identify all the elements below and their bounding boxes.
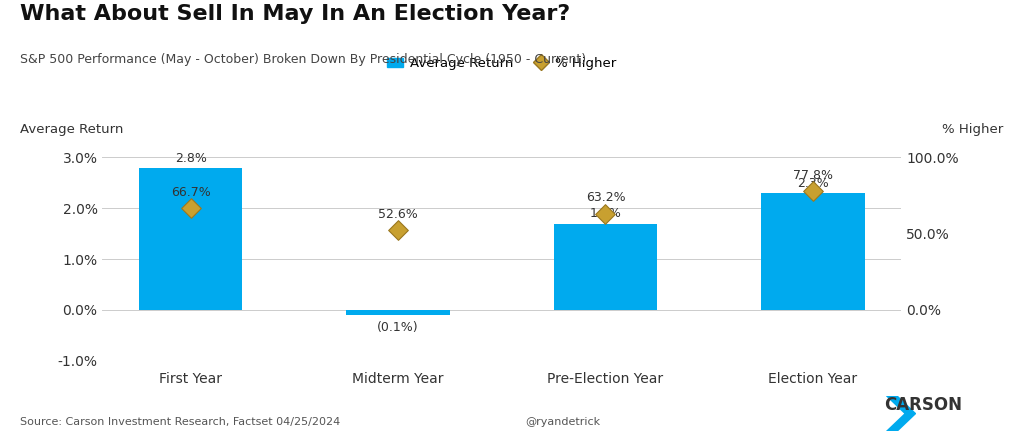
- Text: Source: Carson Investment Research, Factset 04/25/2024: Source: Carson Investment Research, Fact…: [20, 417, 341, 427]
- Text: S&P 500 Performance (May - October) Broken Down By Presidential Cycle (1950 - Cu: S&P 500 Performance (May - October) Brok…: [20, 53, 587, 66]
- Text: 1.7%: 1.7%: [590, 208, 622, 220]
- Text: Average Return: Average Return: [20, 123, 124, 136]
- Text: 52.6%: 52.6%: [378, 208, 418, 220]
- Text: CARSON: CARSON: [885, 396, 963, 414]
- Polygon shape: [886, 396, 916, 431]
- Bar: [138, 168, 243, 310]
- Bar: [554, 224, 657, 310]
- Text: 63.2%: 63.2%: [586, 191, 626, 205]
- Text: 66.7%: 66.7%: [171, 186, 211, 199]
- Point: [597, 210, 613, 217]
- Text: 77.8%: 77.8%: [793, 169, 833, 182]
- Text: What About Sell In May In An Election Year?: What About Sell In May In An Election Ye…: [20, 4, 570, 24]
- Text: % Higher: % Higher: [942, 123, 1004, 136]
- Text: @ryandetrick: @ryandetrick: [525, 417, 601, 427]
- Point: [805, 188, 821, 195]
- Text: 2.3%: 2.3%: [797, 177, 828, 190]
- Point: [182, 205, 199, 212]
- Bar: [761, 193, 865, 310]
- Legend: Average Return, % Higher: Average Return, % Higher: [382, 51, 622, 75]
- Text: 2.8%: 2.8%: [175, 151, 207, 165]
- Text: (0.1%): (0.1%): [377, 321, 419, 334]
- Bar: [346, 310, 450, 315]
- Point: [390, 226, 407, 233]
